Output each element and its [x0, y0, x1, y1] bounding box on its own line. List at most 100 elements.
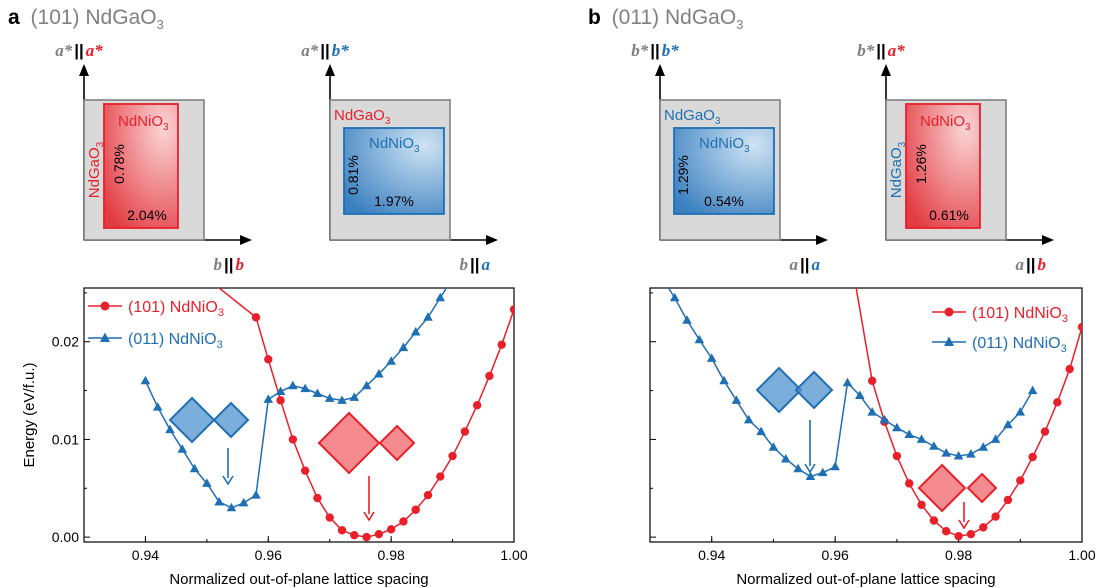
axis-horizontal-label-separator: ||	[1026, 255, 1036, 274]
axis-vertical-label-color: b*	[662, 41, 680, 60]
film-rect	[343, 127, 445, 215]
data-point	[361, 380, 372, 390]
x-axis-title: Normalized out-of-plane lattice spacing	[169, 571, 428, 588]
x-tick-label: 0.94	[698, 547, 725, 563]
y-tick-label: 0.02	[52, 334, 79, 350]
film-rect	[103, 103, 179, 229]
data-point	[423, 312, 433, 321]
series-011	[645, 239, 1038, 481]
film-rect	[905, 103, 981, 229]
data-point	[953, 451, 964, 460]
legend-label: (101) NdNiO3	[128, 299, 224, 319]
legend-label-sub: 3	[1061, 343, 1067, 355]
y-tick-label: 0.00	[52, 529, 79, 545]
substrate-label-text: NdGaO	[664, 107, 715, 124]
data-point	[276, 396, 285, 405]
axis-vertical-label-gray: a*	[55, 41, 73, 60]
plot-frame	[649, 287, 1083, 543]
data-point	[706, 353, 717, 362]
axis-vertical-label-color: a*	[888, 41, 906, 60]
data-point	[694, 334, 705, 344]
substrate-label-sub: 3	[385, 116, 391, 127]
x-tick-label: 0.94	[132, 547, 159, 563]
data-point	[929, 516, 939, 525]
axis-vertical-label-gray: b*	[857, 41, 875, 60]
axis-vertical-label-gray: a*	[301, 41, 319, 60]
strain-vertical-label: 0.78%	[111, 144, 127, 184]
data-point	[855, 390, 865, 399]
panel-a-title: (101) NdGaO	[31, 6, 157, 29]
axis-horizontal-label-separator: ||	[224, 255, 234, 274]
arrow-up-icon	[79, 64, 89, 76]
data-point	[251, 313, 261, 322]
energy-chart-a: 0.94 0.96 0.98 1.00 0.00 0.01 0.02 Normalized o…	[21, 287, 528, 588]
octahedron-red-icon	[378, 424, 416, 462]
film-rect	[673, 127, 775, 215]
x-tick-label: 0.98	[378, 547, 405, 563]
arrow-right-icon	[240, 235, 252, 245]
data-point	[830, 461, 840, 471]
data-point	[645, 239, 655, 248]
strain-vertical-label: 1.26%	[913, 144, 929, 184]
data-point	[288, 435, 298, 444]
axis-vertical-label: a* || b*	[301, 41, 349, 60]
substrate-label-sub: 3	[715, 116, 721, 127]
data-point	[189, 463, 200, 473]
data-point	[251, 490, 261, 499]
data-point	[350, 530, 359, 540]
arrow-down-icon	[958, 519, 970, 530]
arrow-right-icon	[486, 235, 498, 245]
series-line	[667, 288, 1034, 478]
film-label-sub: 3	[744, 144, 750, 155]
axis-vertical-label-separator: ||	[320, 41, 330, 60]
axis-vertical-label-color: a*	[86, 41, 104, 60]
data-point	[780, 453, 791, 463]
strain-horizontal-label: 2.04%	[127, 207, 167, 223]
data-point	[214, 496, 224, 506]
data-point	[849, 269, 857, 277]
axis-horizontal-label: a || b	[1015, 255, 1046, 274]
data-point	[410, 326, 421, 336]
data-point	[485, 371, 494, 381]
legend-marker	[100, 332, 110, 342]
y-tick-label: 0.01	[52, 431, 79, 447]
data-point	[411, 505, 420, 514]
data-point	[177, 444, 188, 453]
legend-label: (101) NdNiO3	[972, 305, 1068, 325]
axis-horizontal-label: b || a	[459, 255, 490, 274]
legend-label: (011) NdNiO3	[128, 331, 223, 351]
film-label: NdNiO3	[699, 135, 750, 155]
legend-item: (101) NdNiO3	[88, 299, 224, 319]
x-axis-title: Normalized out-of-plane lattice spacing	[736, 571, 995, 588]
legend-label-sub: 3	[217, 339, 223, 351]
panel-a-heading: a (101) NdGaO3	[8, 6, 164, 32]
axis-horizontal-label-color: a	[482, 255, 491, 274]
data-point	[337, 526, 347, 535]
data-point	[460, 427, 470, 436]
legend-label-sub: 3	[1062, 313, 1068, 325]
film-label-text: NdNiO	[369, 135, 414, 152]
axis-horizontal-label: a || a	[789, 255, 820, 274]
panel-b-title-sub: 3	[736, 17, 743, 32]
data-point	[374, 529, 384, 539]
data-point	[1065, 364, 1074, 374]
data-point	[743, 414, 754, 424]
strain-vertical-label: 1.29%	[675, 155, 691, 195]
legend-label-sub: 3	[218, 307, 224, 319]
data-point	[818, 467, 828, 477]
data-point	[916, 434, 927, 443]
axis-vertical-label-gray: b*	[631, 41, 649, 60]
data-point	[275, 386, 286, 396]
data-point	[1053, 398, 1062, 407]
arrow-down-icon	[804, 463, 816, 474]
data-point	[966, 449, 976, 458]
data-point	[337, 395, 347, 404]
x-tick-label: 0.98	[945, 547, 972, 563]
panel-a-title-sub: 3	[157, 17, 164, 32]
arrow-up-icon	[325, 64, 335, 76]
data-point	[264, 355, 273, 364]
octahedra-insets	[168, 366, 998, 530]
axis-horizontal-label-color: b	[1038, 255, 1047, 274]
